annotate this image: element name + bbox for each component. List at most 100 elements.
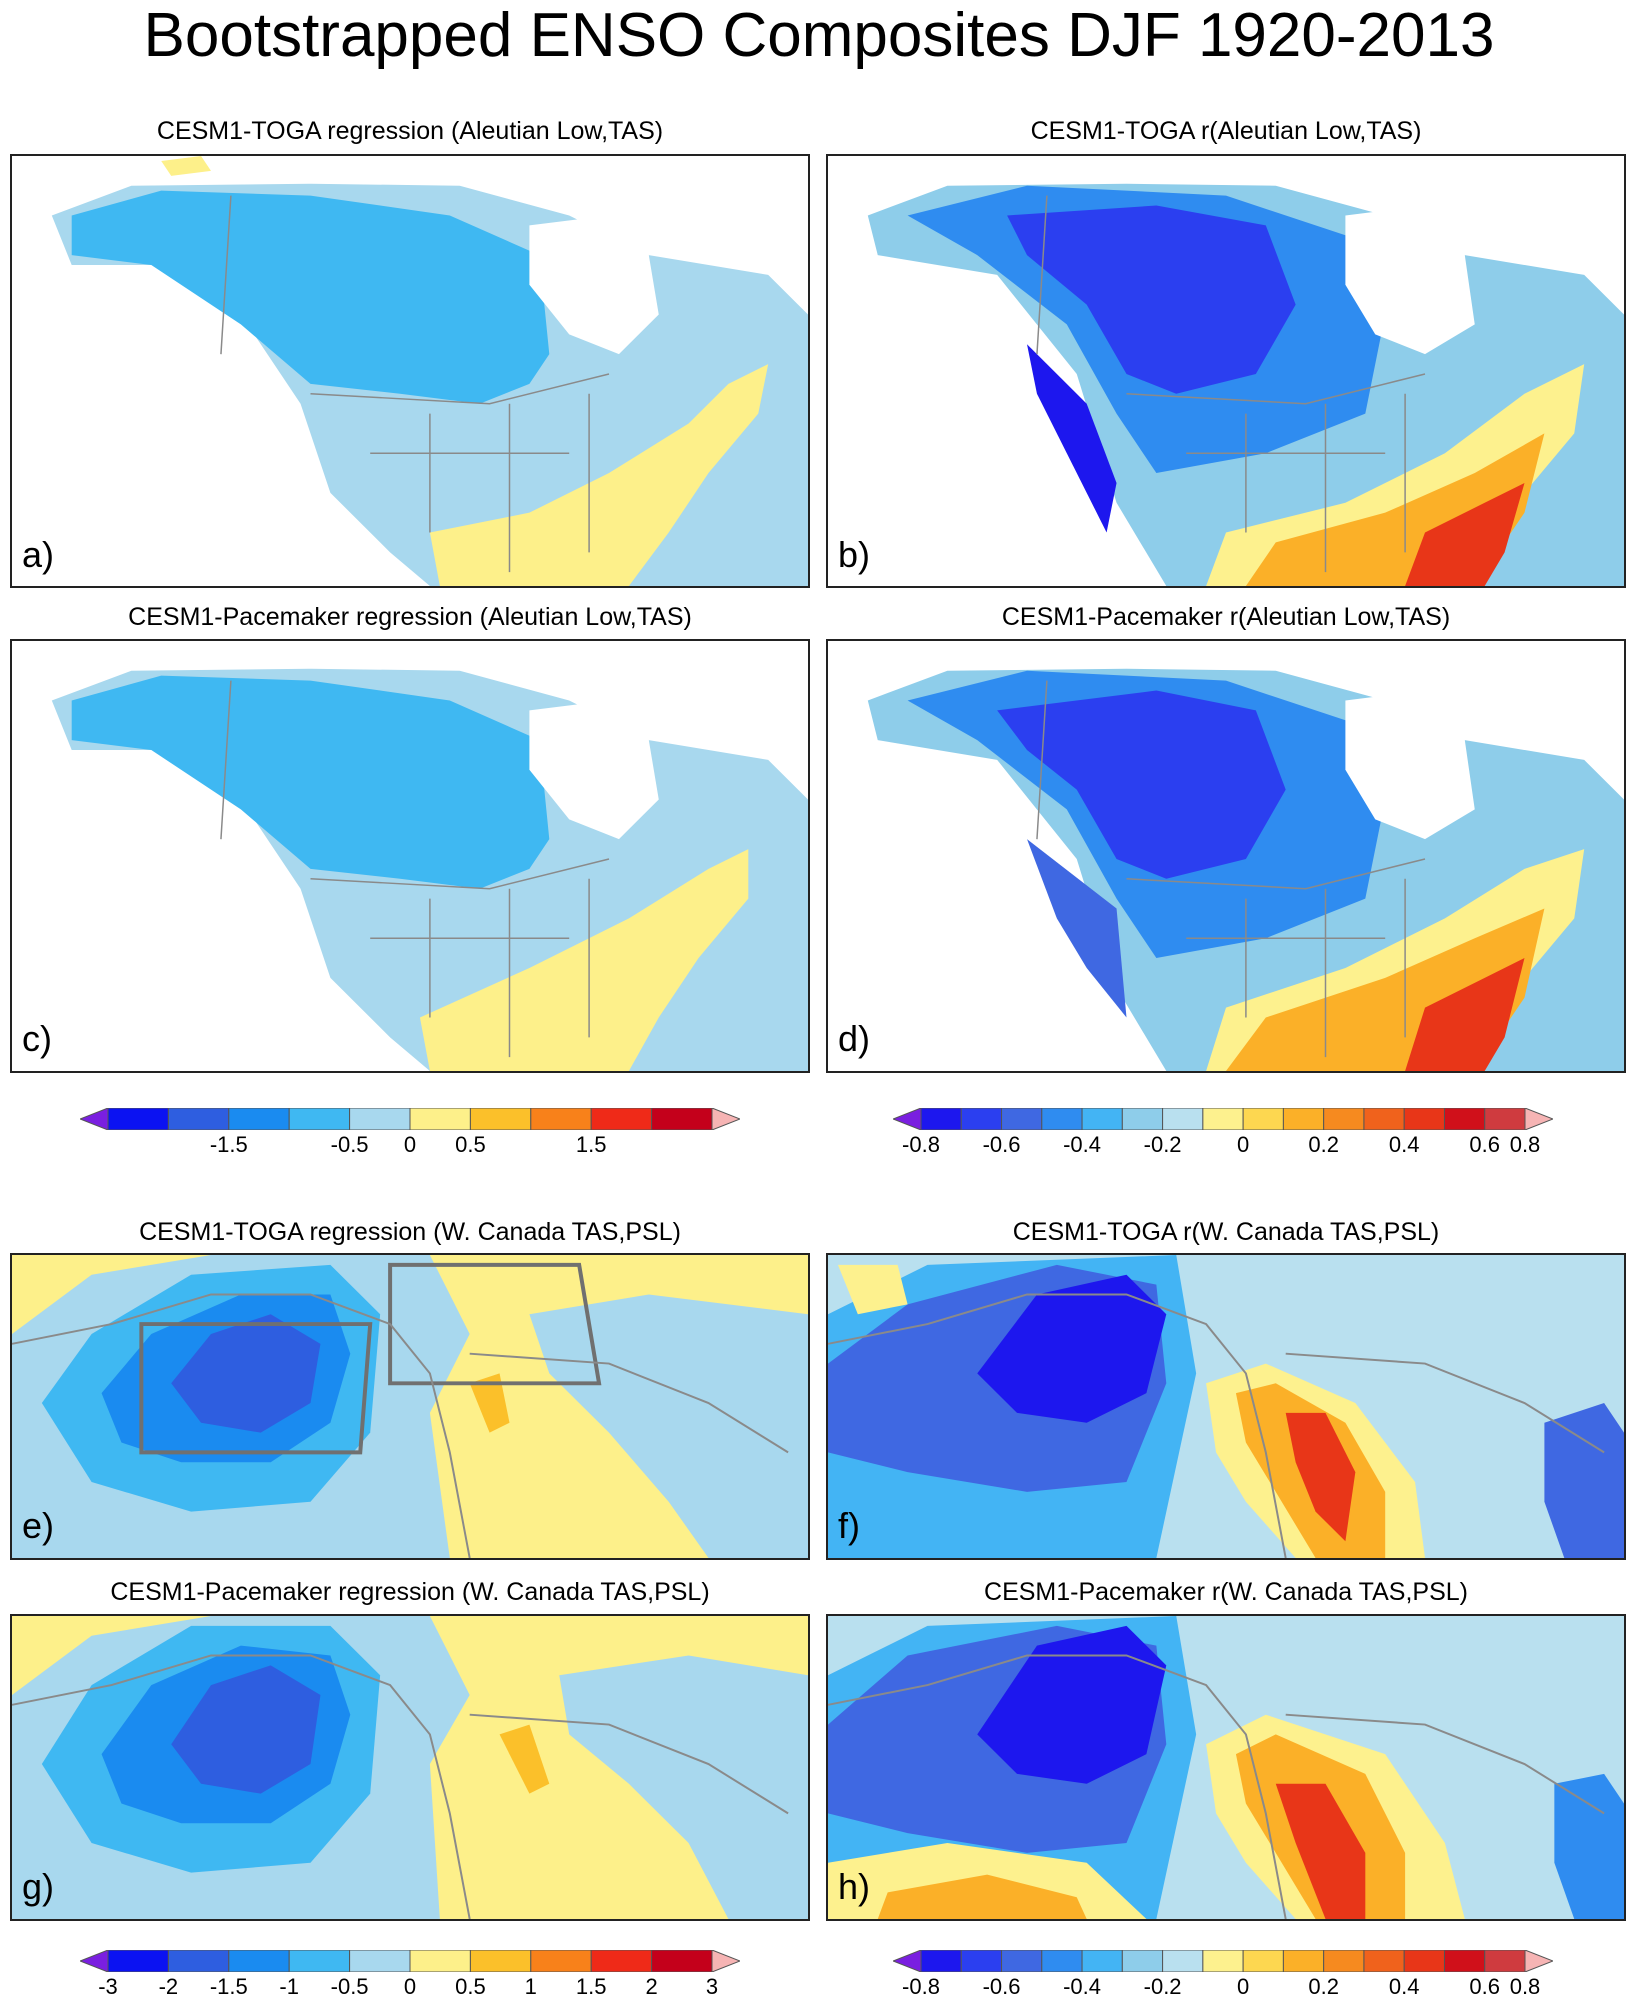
colorbar-tick-label: -0.6 xyxy=(982,1132,1021,1157)
colorbar-tick-label: 0.6 xyxy=(1469,1132,1501,1157)
colorbar-swatch xyxy=(1001,1107,1043,1131)
colorbar-min-arrow xyxy=(78,1949,109,1973)
subtropical-orange xyxy=(877,1874,1087,1919)
colorbar-reg1-swatches xyxy=(78,1107,742,1131)
colorbar-tick-label: -0.5 xyxy=(330,1132,369,1157)
colorbar-min-arrow xyxy=(891,1107,922,1131)
colorbar-tick-label: -1 xyxy=(279,1974,299,1999)
colorbar-tick-label: -0.8 xyxy=(902,1132,940,1157)
colorbar-max-arrow xyxy=(1524,1107,1555,1131)
colorbar-swatch xyxy=(228,1107,290,1131)
hudson-bay-white xyxy=(1345,690,1475,840)
colorbar-swatch xyxy=(1403,1107,1445,1131)
panel-h-letter: h) xyxy=(838,1866,871,1907)
colorbar-corr1-swatches xyxy=(891,1107,1555,1131)
west-coast-blue xyxy=(1027,839,1127,1018)
colorbar-tick-label: 0.4 xyxy=(1388,1974,1420,1999)
panel-f-title: CESM1-TOGA r(W. Canada TAS,PSL) xyxy=(1012,1218,1440,1246)
colorbar-swatch xyxy=(1041,1107,1083,1131)
state-lines xyxy=(1036,680,1426,1058)
map-panel-g xyxy=(10,1614,810,1921)
colorbar-swatch xyxy=(651,1949,713,1973)
colorbar-swatch xyxy=(1162,1107,1204,1131)
colorbar-swatch xyxy=(1443,1949,1486,1973)
colorbar-swatch xyxy=(288,1949,351,1973)
panel-b-letter: b) xyxy=(838,534,871,575)
colorbar-swatch xyxy=(1081,1107,1123,1131)
canada-blue xyxy=(71,675,550,889)
panel-c-letter: c) xyxy=(22,1018,52,1059)
colorbar-swatch xyxy=(288,1107,351,1131)
southeast-yellow xyxy=(429,364,769,586)
colorbar-tick-label: 0.5 xyxy=(455,1132,486,1157)
colorbar-swatch xyxy=(167,1949,230,1973)
rockies-red xyxy=(1285,1412,1356,1542)
north-yellow-patch xyxy=(161,156,211,176)
colorbar-tick-label: 1.5 xyxy=(575,1132,607,1157)
rockies-red xyxy=(1275,1783,1366,1919)
colorbar-tick-label: 1.5 xyxy=(575,1974,607,1999)
map-panel-d xyxy=(826,639,1626,1073)
canada-dark-blue xyxy=(1007,205,1296,394)
colorbar-swatch xyxy=(107,1949,169,1973)
hudson-bay-white xyxy=(529,700,659,840)
colorbar-tick-label: 0 xyxy=(403,1974,417,1999)
colorbar-swatch xyxy=(1484,1949,1526,1973)
panel-d-title: CESM1-Pacemaker r(Aleutian Low,TAS) xyxy=(1001,603,1451,631)
panel-g-title: CESM1-Pacemaker regression (W. Canada TA… xyxy=(110,1578,710,1606)
colorbar-tick-label: 0 xyxy=(1237,1974,1250,1999)
map-panel-f xyxy=(826,1253,1626,1560)
panel-e-title: CESM1-TOGA regression (W. Canada TAS,PSL… xyxy=(139,1218,681,1246)
colorbar-tick-label: -0.2 xyxy=(1143,1132,1182,1157)
colorbar-swatch xyxy=(349,1949,411,1973)
east-light-blue xyxy=(529,1294,808,1558)
colorbar-swatch xyxy=(1162,1949,1204,1973)
colorbar-swatch xyxy=(530,1107,592,1131)
map-panel-b xyxy=(826,154,1626,588)
box-east xyxy=(388,1262,602,1386)
colorbar-swatch xyxy=(651,1107,713,1131)
colorbar-tick-label: 0.4 xyxy=(1388,1132,1420,1157)
colorbar-tick-label: 0.6 xyxy=(1469,1974,1501,1999)
southeast-yellow xyxy=(419,849,749,1071)
colorbar-swatch xyxy=(1363,1949,1405,1973)
panel-b-title: CESM1-TOGA r(Aleutian Low,TAS) xyxy=(1030,117,1422,145)
colorbar-swatch xyxy=(1403,1949,1445,1973)
coastlines xyxy=(12,1654,789,1919)
colorbar-tick-label: 0.2 xyxy=(1308,1132,1339,1157)
canada-dark-blue xyxy=(997,690,1286,879)
panel-g-letter: g) xyxy=(22,1866,55,1907)
state-lines xyxy=(220,680,610,1058)
colorbar-swatch xyxy=(409,1107,471,1131)
colorbar-swatch xyxy=(349,1107,411,1131)
colorbar-max-arrow xyxy=(711,1949,742,1973)
colorbar-swatch xyxy=(469,1107,532,1131)
colorbar-correlation-bottom: -0.8 -0.6 -0.4 -0.2 0 0.2 0.4 0.6 0.8 xyxy=(891,1949,1555,1999)
low-dark-blue xyxy=(171,1314,321,1433)
colorbar-tick-label: -0.6 xyxy=(982,1974,1021,1999)
colorbar-tick-label: -3 xyxy=(98,1974,118,1999)
colorbar-swatch xyxy=(960,1949,1003,1973)
colorbar-swatch xyxy=(960,1107,1003,1131)
montana-orange xyxy=(469,1373,510,1433)
colorbar-swatch xyxy=(107,1107,169,1131)
colorbar-tick-label: 2 xyxy=(645,1974,658,1999)
colorbar-swatch xyxy=(1081,1949,1123,1973)
coast-dark xyxy=(1027,344,1117,533)
colorbar-swatch xyxy=(1242,1949,1284,1973)
coastlines xyxy=(12,1293,789,1558)
panel-d-letter: d) xyxy=(838,1018,871,1059)
colorbar-swatch xyxy=(1121,1107,1164,1131)
canada-blue xyxy=(71,190,550,404)
atlantic-blue xyxy=(1544,1403,1624,1558)
colorbar-swatch xyxy=(590,1949,653,1973)
colorbar-swatch xyxy=(1001,1949,1043,1973)
colorbar-swatch xyxy=(167,1107,230,1131)
colorbar-tick-label: -1.5 xyxy=(209,1132,248,1157)
colorbar-swatch xyxy=(228,1949,290,1973)
colorbar-reg2-swatches xyxy=(78,1949,742,1973)
panel-c-title: CESM1-Pacemaker regression (Aleutian Low… xyxy=(128,603,692,631)
colorbar-swatch xyxy=(1323,1107,1365,1131)
colorbar-tick-label: 0 xyxy=(1237,1132,1250,1157)
colorbar-swatch xyxy=(1443,1107,1486,1131)
